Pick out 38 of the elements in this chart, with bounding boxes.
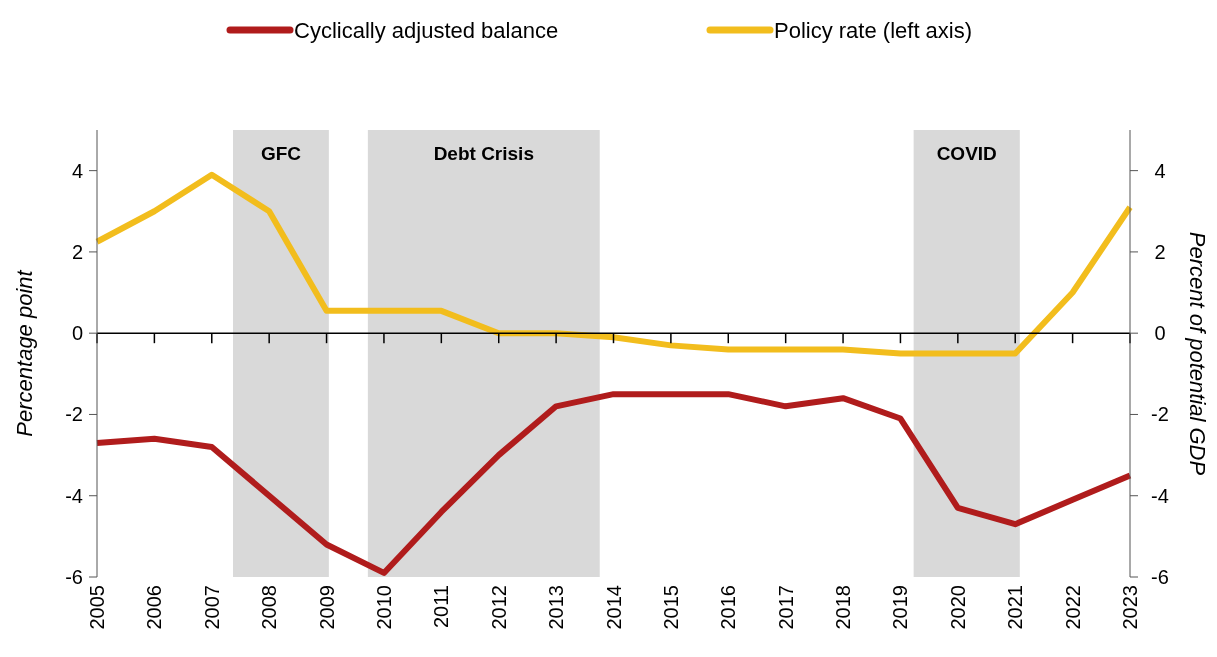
y2-tick-label: -4 xyxy=(1151,484,1169,507)
x-tick-label: 2012 xyxy=(487,585,510,630)
y-tick-label: -2 xyxy=(65,403,83,426)
y-tick-label: 2 xyxy=(71,240,83,263)
y-tick-label: -4 xyxy=(65,484,83,507)
x-tick-label: 2021 xyxy=(1004,585,1027,630)
x-tick-label: 2011 xyxy=(430,585,453,629)
x-tick-label: 2016 xyxy=(717,585,740,630)
y-tick-label: 0 xyxy=(71,322,83,345)
y-tick-label: -6 xyxy=(65,566,83,588)
x-tick-label: 2017 xyxy=(774,585,797,630)
x-tick-label: 2020 xyxy=(946,585,969,630)
x-tick-label: 2009 xyxy=(315,585,338,630)
x-tick-label: 2008 xyxy=(258,585,281,630)
y2-axis-title: Percent of potential GDP xyxy=(1185,231,1210,476)
x-tick-label: 2018 xyxy=(832,585,855,630)
y-tick-label: 4 xyxy=(71,159,83,182)
x-tick-label: 2005 xyxy=(86,585,108,630)
y2-tick-label: 2 xyxy=(1154,240,1166,263)
x-tick-label: 2010 xyxy=(372,585,395,630)
y-axis-title: Percentage point xyxy=(12,269,37,437)
y2-tick-label: 0 xyxy=(1154,322,1166,345)
y2-tick-label: 4 xyxy=(1154,159,1166,182)
x-tick-label: 2006 xyxy=(143,585,166,630)
x-tick-label: 2007 xyxy=(200,585,223,630)
x-tick-label: 2014 xyxy=(602,585,625,630)
band-label: GFC xyxy=(260,143,302,164)
legend-label: Cyclically adjusted balance xyxy=(294,18,559,43)
y2-tick-label: -6 xyxy=(1151,566,1169,588)
x-tick-label: 2023 xyxy=(1119,585,1141,630)
x-tick-label: 2022 xyxy=(1061,585,1084,630)
band-label: COVID xyxy=(936,143,997,164)
band-label: Debt Crisis xyxy=(433,143,534,164)
legend-label: Policy rate (left axis) xyxy=(774,18,973,43)
y2-tick-label: -2 xyxy=(1151,403,1169,426)
x-tick-label: 2013 xyxy=(545,585,568,630)
x-tick-label: 2015 xyxy=(659,585,682,630)
x-tick-label: 2019 xyxy=(889,585,912,630)
